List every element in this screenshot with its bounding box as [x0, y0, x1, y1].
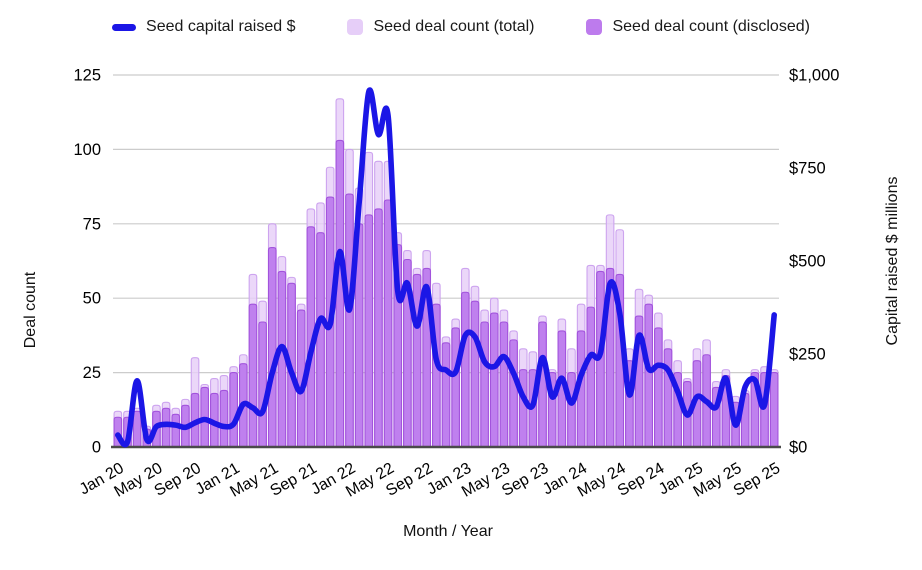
bar-disclosed	[470, 300, 480, 448]
bar-disclosed	[219, 389, 229, 448]
legend-item-capital: Seed capital raised $	[112, 18, 295, 36]
bar-disclosed	[161, 407, 171, 448]
right-axis-tick-label: $250	[789, 346, 826, 364]
legend-label-capital: Seed capital raised $	[146, 18, 296, 35]
right-axis-tick-label: $500	[789, 253, 826, 271]
legend-item-total: Seed deal count (total)	[347, 18, 534, 36]
bar-disclosed	[296, 309, 306, 448]
bar-disclosed	[518, 369, 528, 448]
x-axis-title: Month / Year	[403, 523, 493, 540]
bar-disclosed	[557, 330, 567, 448]
left-axis-tick-label: 50	[83, 290, 101, 308]
bar-disclosed	[277, 270, 287, 448]
bar-disclosed	[644, 303, 654, 448]
right-axis-tick-label: $0	[789, 439, 807, 457]
bar-disclosed	[654, 327, 663, 448]
left-axis-title: Deal count	[22, 271, 39, 349]
bar-disclosed	[460, 291, 470, 448]
bar-disclosed	[769, 372, 779, 448]
bar-disclosed	[345, 193, 354, 448]
total-swatch-icon	[347, 19, 364, 35]
bar-disclosed	[229, 372, 238, 448]
bar-disclosed	[383, 199, 393, 448]
left-axis-tick-label: 0	[92, 439, 101, 457]
bar-disclosed	[403, 258, 412, 448]
left-axis-tick-label: 125	[73, 67, 101, 85]
bar-disclosed	[248, 303, 258, 448]
bar-disclosed	[451, 327, 460, 448]
bar-disclosed	[567, 372, 576, 448]
bar-disclosed	[480, 321, 489, 448]
bar-disclosed	[335, 139, 345, 448]
bar-disclosed	[663, 348, 673, 448]
bar-disclosed	[171, 413, 181, 448]
bar-disclosed	[258, 321, 267, 448]
bar-disclosed	[692, 360, 702, 448]
bar-disclosed	[132, 410, 142, 448]
right-axis-title: Capital raised $ millions	[884, 176, 901, 346]
bar-disclosed	[499, 321, 509, 448]
capital-raised-line	[115, 87, 777, 448]
bar-disclosed	[316, 232, 325, 448]
bar-disclosed	[538, 321, 547, 448]
bar-disclosed	[374, 208, 383, 448]
bar-disclosed	[267, 247, 277, 448]
legend-label-disclosed: Seed deal count (disclosed)	[612, 18, 810, 35]
left-axis-tick-label: 100	[73, 141, 101, 159]
disclosed-swatch-icon	[586, 19, 603, 35]
chart-legend: Seed capital raised $ Seed deal count (t…	[0, 18, 922, 36]
legend-label-total: Seed deal count (total)	[373, 18, 535, 35]
bar-disclosed	[306, 226, 316, 448]
bar-disclosed	[441, 342, 451, 448]
bar-disclosed	[576, 330, 586, 448]
bar-disclosed	[364, 214, 374, 448]
right-axis-tick-label: $750	[789, 160, 826, 178]
bar-disclosed	[489, 312, 499, 448]
right-axis-tick-label: $1,000	[789, 67, 839, 85]
left-axis-tick-label: 75	[83, 215, 101, 233]
left-axis-tick-label: 25	[83, 364, 101, 382]
legend-item-disclosed: Seed deal count (disclosed)	[586, 18, 810, 36]
bar-disclosed	[509, 339, 518, 448]
line-swatch-icon	[112, 23, 137, 31]
bar-disclosed	[586, 306, 596, 448]
bar-disclosed	[412, 273, 422, 448]
